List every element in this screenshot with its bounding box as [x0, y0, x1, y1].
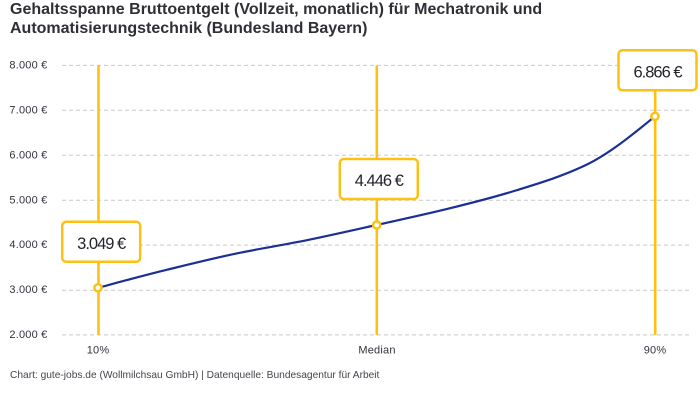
svg-text:7.000 €: 7.000 €	[9, 104, 47, 116]
svg-text:6.866 €: 6.866 €	[633, 63, 682, 81]
svg-text:10%: 10%	[87, 344, 110, 356]
svg-text:3.000 €: 3.000 €	[9, 284, 47, 296]
svg-text:3.049 €: 3.049 €	[77, 235, 126, 253]
svg-text:8.000 €: 8.000 €	[9, 60, 47, 72]
svg-text:2.000 €: 2.000 €	[9, 329, 47, 341]
svg-text:4.000 €: 4.000 €	[9, 239, 47, 251]
svg-text:90%: 90%	[644, 344, 667, 356]
svg-text:4.446 €: 4.446 €	[355, 172, 404, 190]
svg-text:6.000 €: 6.000 €	[9, 149, 47, 161]
svg-text:5.000 €: 5.000 €	[9, 194, 47, 206]
svg-text:Median: Median	[358, 344, 395, 356]
